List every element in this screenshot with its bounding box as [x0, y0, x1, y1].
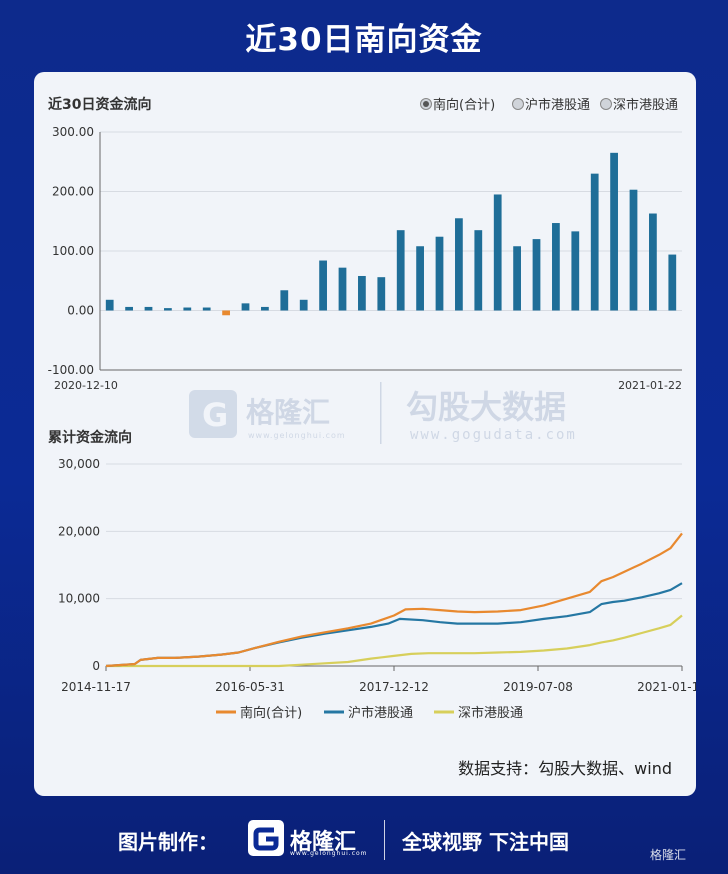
line-legend-item[interactable]: 沪市港股通: [324, 705, 413, 721]
bar: [261, 306, 269, 311]
watermark-brand2-url: www.gogudata.com: [410, 427, 577, 443]
bar: [552, 223, 560, 311]
line-y-tick-label: 30,000: [58, 457, 100, 471]
bar-y-tick-label: 200.00: [52, 185, 94, 199]
bar: [319, 260, 327, 311]
footer-slogan: 全球视野 下注中国: [402, 830, 569, 854]
gelonghui-logo-icon: [248, 820, 284, 856]
legend-item[interactable]: 深市港股通: [600, 97, 679, 113]
legend-label: 南向(合计): [433, 97, 495, 113]
source-note: 数据支持：勾股大数据、wind: [458, 759, 672, 778]
bar: [338, 267, 347, 311]
watermark-brand1-url: www.gelonghui.com: [248, 431, 346, 440]
line-chart-series: [105, 532, 683, 668]
line-chart-grid: [106, 463, 682, 600]
bar: [183, 307, 192, 311]
gelonghui-logo-mark: [189, 390, 237, 438]
bar: [513, 246, 521, 311]
legend-label: 深市港股通: [458, 705, 523, 721]
bar: [668, 254, 677, 311]
line-chart-title: 累计资金流向: [48, 429, 132, 446]
legend-radio-icon[interactable]: [512, 98, 524, 110]
legend-label: 南向(合计): [240, 705, 302, 721]
bar: [125, 306, 133, 311]
bar: [416, 246, 424, 311]
line-x-tick-label: 2017-12-12: [359, 680, 429, 694]
bar: [590, 173, 599, 311]
bar: [396, 230, 405, 311]
line-y-tick-label: 20,000: [58, 524, 100, 538]
chart-svg: G 格隆汇 www.gelonghui.com 勾股大数据 www.goguda…: [48, 96, 696, 778]
legend-radio-icon[interactable]: [600, 98, 612, 110]
watermark: G 格隆汇 www.gelonghui.com 勾股大数据 www.goguda…: [189, 382, 577, 444]
bar: [532, 239, 541, 311]
bar-chart-bars: [105, 152, 677, 316]
bar: [105, 299, 114, 311]
watermark-divider: [380, 382, 382, 444]
line-x-tick-label: 2014-11-17: [61, 680, 131, 694]
bar-y-tick-label: 0.00: [67, 304, 94, 318]
gelonghui-logo-g: G: [202, 396, 228, 434]
bar: [629, 189, 638, 311]
line-y-tick-label: 0: [92, 659, 100, 673]
series-line: [105, 532, 683, 668]
line-legend-item[interactable]: 深市港股通: [434, 705, 523, 721]
bar: [493, 194, 502, 311]
line-legend-item[interactable]: 南向(合计): [216, 705, 302, 721]
series-line: [106, 614, 683, 668]
bar: [299, 299, 308, 311]
series-line: [105, 582, 683, 668]
bar-y-tick-label: -100.00: [48, 363, 94, 377]
footer-made-by: 图片制作：: [118, 830, 218, 854]
bar: [474, 230, 483, 311]
footer: 图片制作： 格隆汇 www.gelonghui.com 全球视野 下注中国 格隆…: [0, 812, 728, 868]
footer-mini-brand: 格隆汇: [650, 848, 687, 862]
bar: [280, 290, 289, 311]
bar: [610, 152, 618, 311]
footer-divider: [384, 820, 385, 860]
watermark-brand2: 勾股大数据: [406, 388, 566, 426]
line-y-tick-label: 10,000: [58, 592, 100, 606]
bar: [571, 231, 580, 311]
line-chart-y-axis: 30,000 20,000 10,000 0: [58, 457, 682, 673]
page-title: 近30日南向资金: [245, 22, 483, 58]
line-x-tick-label: 2019-07-08: [503, 680, 573, 694]
bar-x-start-label: 2020-12-10: [54, 379, 118, 392]
legend-label: 深市港股通: [613, 97, 678, 113]
bar: [358, 275, 366, 311]
legend-item[interactable]: 沪市港股通: [512, 97, 591, 113]
line-chart-x-axis: 2014-11-17 2016-05-31 2017-12-12 2019-07-08…: [61, 666, 696, 694]
footer-brand: 格隆汇: [290, 830, 357, 855]
bar: [241, 303, 250, 311]
footer-brand-url: www.gelonghui.com: [290, 850, 368, 857]
bar-y-tick-label: 300.00: [52, 125, 94, 139]
bar: [164, 308, 172, 311]
line-x-tick-label: 2021-01-19: [637, 680, 696, 694]
watermark-brand1: 格隆汇: [246, 396, 330, 429]
line-chart-legend: 南向(合计) 沪市港股通 深市港股通: [216, 705, 523, 721]
bar-y-tick-label: 100.00: [52, 244, 94, 258]
bar-x-end-label: 2021-01-22: [618, 379, 682, 392]
chart-card: G 格隆汇 www.gelonghui.com 勾股大数据 www.goguda…: [34, 72, 696, 796]
line-x-tick-label: 2016-05-31: [215, 680, 285, 694]
legend-item[interactable]: 南向(合计): [420, 97, 496, 113]
bar: [144, 306, 153, 311]
bar: [202, 307, 211, 311]
legend-label: 沪市港股通: [348, 705, 413, 721]
bar: [649, 213, 657, 311]
bar: [435, 236, 444, 311]
legend-label: 沪市港股通: [525, 97, 590, 113]
bar: [455, 218, 463, 311]
legend-radio-dot: [423, 101, 429, 107]
bar: [377, 277, 386, 311]
bar-chart-title: 近30日资金流向: [48, 96, 151, 113]
bar-chart-legend: 南向(合计) 沪市港股通 深市港股通: [420, 97, 679, 113]
bar: [222, 310, 230, 316]
bar-chart-y-axis: 300.00 200.00 100.00 0.00 -100.00: [48, 125, 682, 377]
